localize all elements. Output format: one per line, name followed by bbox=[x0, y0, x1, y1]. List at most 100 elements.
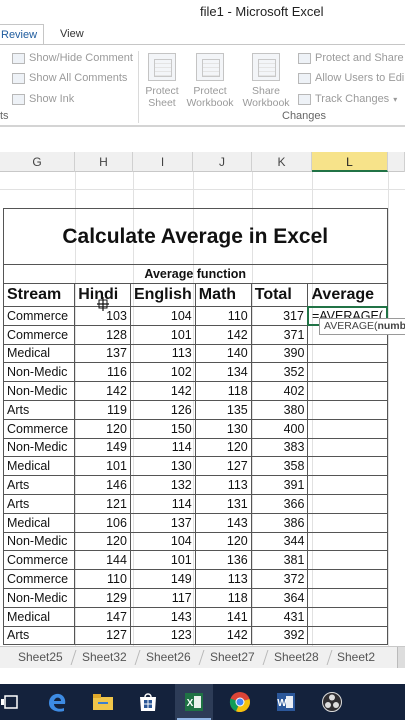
score-cell[interactable]: 110 bbox=[194, 306, 252, 326]
score-cell[interactable]: 402 bbox=[250, 381, 309, 401]
average-cell[interactable] bbox=[307, 362, 388, 383]
header-average[interactable]: Average bbox=[307, 283, 388, 307]
score-cell[interactable]: 131 bbox=[194, 493, 252, 514]
score-cell[interactable]: 117 bbox=[129, 587, 196, 608]
score-cell[interactable]: 381 bbox=[250, 550, 309, 571]
score-cell[interactable]: 391 bbox=[250, 475, 309, 495]
average-cell[interactable] bbox=[307, 550, 388, 571]
score-cell[interactable]: 120 bbox=[194, 531, 252, 552]
score-cell[interactable]: 116 bbox=[74, 362, 131, 383]
score-cell[interactable]: 140 bbox=[194, 343, 252, 364]
score-cell[interactable]: 400 bbox=[250, 418, 309, 439]
score-cell[interactable]: 130 bbox=[129, 456, 196, 477]
score-cell[interactable]: 137 bbox=[74, 343, 131, 364]
stream-cell[interactable]: Arts bbox=[2, 625, 76, 646]
stream-cell[interactable]: Medical bbox=[2, 606, 76, 627]
average-cell[interactable] bbox=[307, 456, 388, 477]
column-header-j[interactable]: J bbox=[193, 152, 252, 172]
score-cell[interactable]: 127 bbox=[74, 625, 131, 646]
score-cell[interactable]: 106 bbox=[74, 512, 131, 533]
protect-and-share-button[interactable]: Protect and Share bbox=[298, 52, 404, 64]
tab-review[interactable]: Review bbox=[0, 24, 45, 44]
show-ink-button[interactable]: Show Ink bbox=[12, 93, 74, 105]
table-title[interactable]: Calculate Average in Excel bbox=[3, 208, 388, 265]
average-cell[interactable] bbox=[307, 493, 388, 514]
average-cell[interactable] bbox=[307, 475, 388, 495]
average-cell[interactable] bbox=[307, 569, 388, 589]
score-cell[interactable]: 149 bbox=[74, 437, 131, 458]
edge-button[interactable] bbox=[38, 684, 76, 720]
score-cell[interactable]: 128 bbox=[74, 324, 131, 345]
stream-cell[interactable]: Medical bbox=[2, 456, 76, 477]
sheet-tab[interactable]: Sheet26 bbox=[146, 650, 191, 664]
stream-cell[interactable]: Non-Medic bbox=[2, 531, 76, 552]
average-cell[interactable] bbox=[307, 418, 388, 439]
protect-sheet-button[interactable]: Protect Sheet bbox=[136, 53, 188, 109]
average-cell[interactable] bbox=[307, 606, 388, 627]
sheet-tab[interactable]: Sheet27 bbox=[210, 650, 255, 664]
score-cell[interactable]: 142 bbox=[194, 625, 252, 646]
score-cell[interactable]: 114 bbox=[129, 493, 196, 514]
average-cell[interactable] bbox=[307, 381, 388, 401]
score-cell[interactable]: 143 bbox=[194, 512, 252, 533]
score-cell[interactable]: 143 bbox=[129, 606, 196, 627]
function-tooltip[interactable]: AVERAGE(numb bbox=[319, 318, 405, 335]
stream-cell[interactable]: Non-Medic bbox=[2, 381, 76, 401]
column-header-m[interactable] bbox=[388, 152, 405, 172]
score-cell[interactable]: 113 bbox=[194, 569, 252, 589]
tooltip-argument[interactable]: numb bbox=[377, 320, 405, 332]
average-cell[interactable] bbox=[307, 531, 388, 552]
tab-view[interactable]: View bbox=[60, 28, 84, 40]
score-cell[interactable]: 120 bbox=[74, 531, 131, 552]
score-cell[interactable]: 132 bbox=[129, 475, 196, 495]
track-changes-button[interactable]: Track Changes ▾ bbox=[298, 93, 397, 105]
store-button[interactable] bbox=[129, 684, 167, 720]
stream-cell[interactable]: Non-Medic bbox=[2, 587, 76, 608]
task-view-button[interactable] bbox=[0, 684, 30, 720]
column-header-l[interactable]: L bbox=[312, 152, 388, 172]
stream-cell[interactable]: Non-Medic bbox=[2, 437, 76, 458]
score-cell[interactable]: 386 bbox=[250, 512, 309, 533]
score-cell[interactable]: 134 bbox=[194, 362, 252, 383]
stream-cell[interactable]: Commerce bbox=[2, 418, 76, 439]
score-cell[interactable]: 119 bbox=[74, 399, 131, 420]
chrome-button[interactable] bbox=[221, 684, 259, 720]
header-stream[interactable]: Stream bbox=[2, 283, 76, 307]
sheet-tab[interactable]: Sheet32 bbox=[82, 650, 127, 664]
sheet-tab[interactable]: Sheet2 bbox=[337, 650, 376, 664]
score-cell[interactable]: 102 bbox=[129, 362, 196, 383]
average-cell[interactable] bbox=[307, 587, 388, 608]
score-cell[interactable]: 149 bbox=[129, 569, 196, 589]
stream-cell[interactable]: Commerce bbox=[2, 569, 76, 589]
score-cell[interactable]: 352 bbox=[250, 362, 309, 383]
allow-users-button[interactable]: Allow Users to Edi bbox=[298, 72, 404, 84]
header-math[interactable]: Math bbox=[194, 283, 252, 307]
score-cell[interactable]: 121 bbox=[74, 493, 131, 514]
score-cell[interactable]: 118 bbox=[194, 381, 252, 401]
score-cell[interactable]: 142 bbox=[129, 381, 196, 401]
score-cell[interactable]: 383 bbox=[250, 437, 309, 458]
score-cell[interactable]: 366 bbox=[250, 493, 309, 514]
score-cell[interactable]: 101 bbox=[129, 324, 196, 345]
stream-cell[interactable]: Commerce bbox=[2, 324, 76, 345]
score-cell[interactable]: 130 bbox=[194, 418, 252, 439]
score-cell[interactable]: 129 bbox=[74, 587, 131, 608]
score-cell[interactable]: 431 bbox=[250, 606, 309, 627]
score-cell[interactable]: 142 bbox=[194, 324, 252, 345]
sheet-tab[interactable]: Sheet28 bbox=[274, 650, 319, 664]
sheet-tab[interactable]: Sheet25 bbox=[18, 650, 63, 664]
score-cell[interactable]: 137 bbox=[129, 512, 196, 533]
score-cell[interactable]: 120 bbox=[194, 437, 252, 458]
table-subtitle[interactable]: Average function bbox=[3, 264, 388, 284]
file-explorer-button[interactable] bbox=[84, 684, 122, 720]
score-cell[interactable]: 126 bbox=[129, 399, 196, 420]
score-cell[interactable]: 358 bbox=[250, 456, 309, 477]
score-cell[interactable]: 144 bbox=[74, 550, 131, 571]
share-workbook-button[interactable]: Share Workbook bbox=[240, 53, 292, 109]
score-cell[interactable]: 120 bbox=[74, 418, 131, 439]
score-cell[interactable]: 317 bbox=[250, 306, 309, 326]
worksheet-grid[interactable]: Calculate Average in Excel Average funct… bbox=[0, 172, 405, 646]
column-header-h[interactable]: H bbox=[75, 152, 133, 172]
show-hide-comment-button[interactable]: Show/Hide Comment bbox=[12, 52, 133, 64]
score-cell[interactable]: 371 bbox=[250, 324, 309, 345]
